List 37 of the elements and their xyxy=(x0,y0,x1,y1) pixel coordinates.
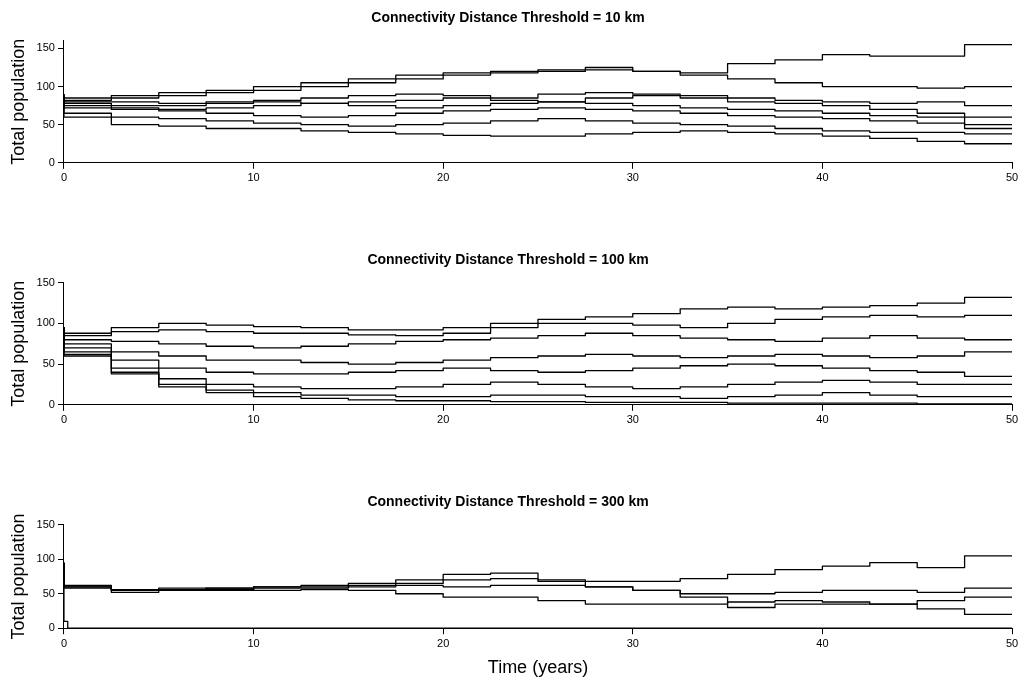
y-tick-label: 50 xyxy=(42,117,55,130)
y-tick-label: 100 xyxy=(36,552,55,565)
x-tick-label: 50 xyxy=(1005,171,1019,184)
y-tick-label: 0 xyxy=(48,155,55,168)
x-tick-label: 20 xyxy=(437,171,450,184)
x-tick-label: 0 xyxy=(60,171,68,184)
y-axis-title: Total population xyxy=(7,513,28,640)
chart-title: Connectivity Distance Threshold = 10 km xyxy=(371,9,645,26)
x-tick-label: 50 xyxy=(1005,413,1019,426)
x-tick-label: 20 xyxy=(437,636,450,649)
y-tick-label: 0 xyxy=(48,621,55,634)
x-tick-label: 40 xyxy=(816,171,829,184)
x-tick-label: 40 xyxy=(816,636,829,649)
y-axis-title: Total population xyxy=(7,38,28,165)
x-tick-label: 40 xyxy=(816,413,829,426)
y-axis-title: Total population xyxy=(7,280,28,407)
x-tick-label: 50 xyxy=(1005,636,1019,649)
x-tick-label: 10 xyxy=(247,171,260,184)
y-tick-label: 50 xyxy=(42,586,55,599)
y-tick-label: 50 xyxy=(42,357,55,370)
chart-title: Connectivity Distance Threshold = 100 km xyxy=(367,251,649,268)
x-axis-title: Time (years) xyxy=(487,657,589,678)
x-tick-label: 30 xyxy=(626,636,639,649)
x-tick-label: 0 xyxy=(60,413,68,426)
x-tick-label: 30 xyxy=(626,413,639,426)
x-tick-label: 0 xyxy=(60,636,68,649)
x-tick-label: 30 xyxy=(626,171,639,184)
y-tick-label: 100 xyxy=(36,79,55,92)
y-tick-label: 0 xyxy=(48,397,55,410)
y-tick-label: 150 xyxy=(36,517,55,530)
chart-title: Connectivity Distance Threshold = 300 km xyxy=(367,493,649,510)
x-tick-label: 10 xyxy=(247,413,260,426)
y-tick-label: 150 xyxy=(36,41,55,54)
x-tick-label: 10 xyxy=(247,636,260,649)
x-tick-label: 20 xyxy=(437,413,450,426)
y-tick-label: 150 xyxy=(36,275,55,288)
y-tick-label: 100 xyxy=(36,316,55,329)
